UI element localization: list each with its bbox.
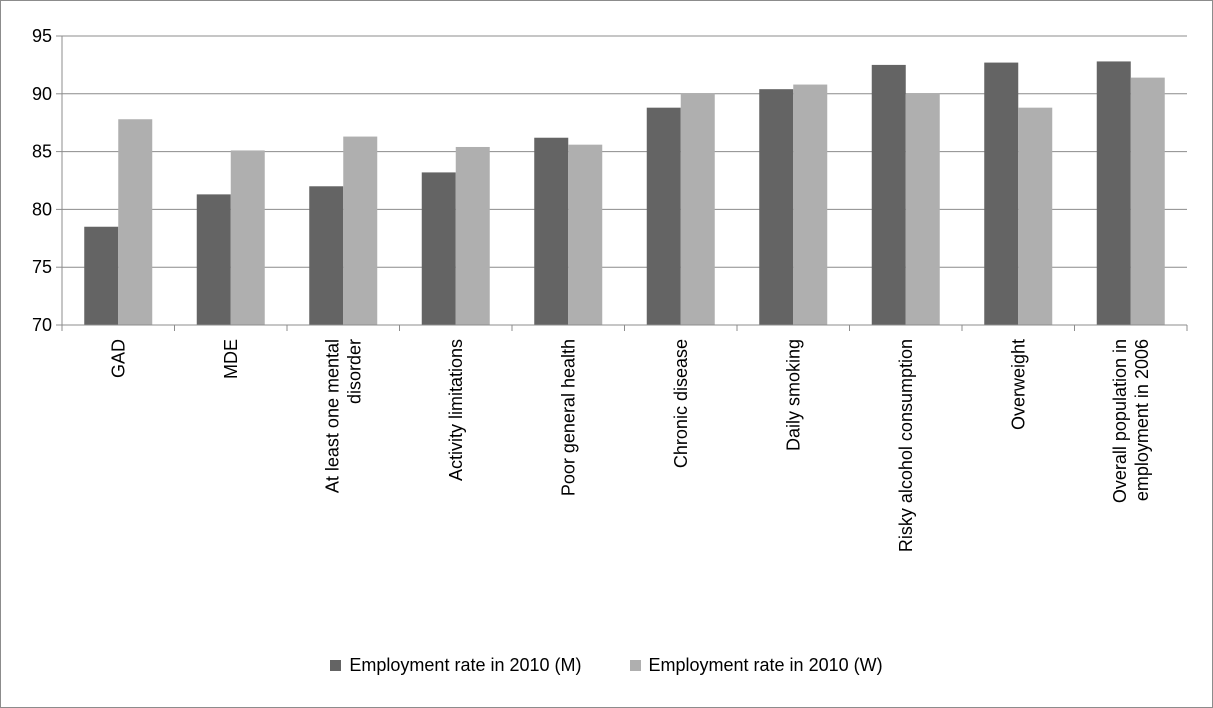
- bar-women: [343, 136, 378, 325]
- x-category-label: Daily smoking: [783, 339, 803, 451]
- y-tick-label: 95: [32, 26, 52, 46]
- x-category-label: Overall population in: [1110, 339, 1130, 503]
- legend-item-men: Employment rate in 2010 (M): [330, 655, 582, 676]
- legend-label-women: Employment rate in 2010 (W): [648, 655, 883, 675]
- x-category-label: disorder: [344, 339, 364, 404]
- x-category-label: Activity limitations: [446, 339, 466, 481]
- bar-men: [759, 89, 794, 326]
- x-category-label: Chronic disease: [671, 339, 691, 468]
- bar-women: [568, 144, 603, 325]
- bars: [84, 61, 1165, 326]
- bar-women: [455, 146, 490, 325]
- bar-women: [118, 119, 153, 326]
- y-tick-label: 70: [32, 315, 52, 335]
- x-category-label: employment in 2006: [1132, 339, 1152, 501]
- bar-women: [793, 84, 828, 325]
- axes: [56, 35, 1188, 331]
- bar-men: [196, 194, 231, 325]
- x-category-label: Risky alcohol consumption: [896, 339, 916, 552]
- x-category-label: Overweight: [1008, 339, 1028, 430]
- bar-women: [680, 93, 715, 325]
- bar-women: [1130, 77, 1165, 325]
- bar-men: [871, 64, 906, 326]
- bar-men: [984, 62, 1019, 325]
- x-category-label: Poor general health: [558, 339, 578, 496]
- y-tick-label: 85: [32, 142, 52, 162]
- bar-women: [1018, 107, 1053, 325]
- y-tick-label: 75: [32, 257, 52, 277]
- y-tick-label: 80: [32, 199, 52, 219]
- x-category-label: At least one mental: [322, 339, 342, 493]
- x-category-label: MDE: [221, 339, 241, 379]
- legend: Employment rate in 2010 (M) Employment r…: [0, 655, 1213, 676]
- legend-label-men: Employment rate in 2010 (M): [349, 655, 582, 675]
- legend-swatch-men: [330, 660, 342, 671]
- legend-swatch-women: [629, 660, 641, 671]
- y-axis-tick-labels: 70 75 80 85 90 95: [32, 26, 52, 335]
- x-axis-category-labels: GAD MDE At least one mental disorder Activit…: [108, 339, 1152, 552]
- x-category-label: GAD: [108, 339, 128, 378]
- bar-men: [84, 226, 119, 325]
- bar-women: [905, 93, 940, 325]
- bar-men: [646, 107, 681, 325]
- legend-item-women: Employment rate in 2010 (W): [629, 655, 883, 676]
- bar-men: [1096, 61, 1131, 325]
- bar-men: [534, 137, 569, 325]
- bar-women: [230, 150, 265, 325]
- y-tick-label: 90: [32, 84, 52, 104]
- bar-men: [309, 186, 344, 325]
- bar-men: [421, 172, 456, 325]
